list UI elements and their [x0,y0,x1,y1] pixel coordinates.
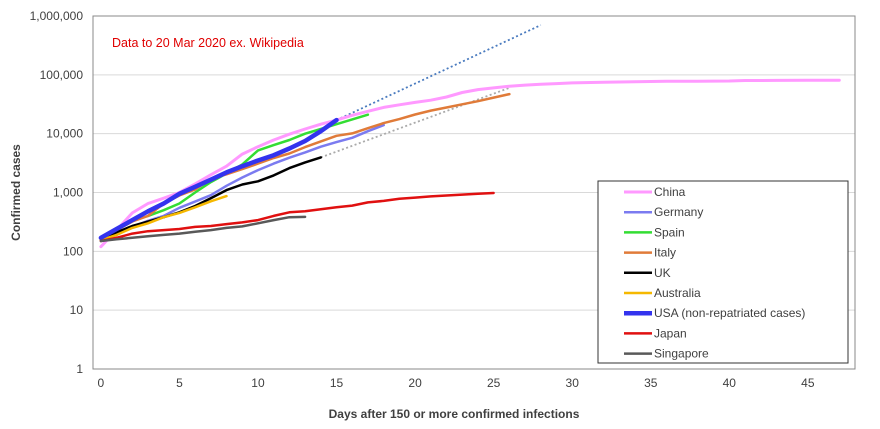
trend-line [336,24,542,121]
x-tick-label: 45 [801,376,815,390]
x-tick-label: 30 [566,376,580,390]
y-tick-label: 10,000 [46,127,83,141]
x-tick-label: 15 [330,376,344,390]
series-line [98,117,339,241]
x-tick-label: 40 [723,376,737,390]
series-line [146,113,370,218]
y-tick-label: 10 [70,303,84,317]
legend-label: China [654,185,686,199]
y-axis-title: Confirmed cases [9,144,23,241]
legend-label: Japan [654,326,687,340]
y-axis-ticks: 1 10 100 1,000 10,000 100,000 1,000,000 [30,9,84,376]
series-line [99,191,495,243]
trend-lines [320,24,542,159]
series-line [99,194,228,242]
legend-label: Australia [654,286,701,300]
x-tick-label: 25 [487,376,501,390]
series-line [99,215,307,243]
plot-area [92,15,856,370]
y-tick-label: 1,000 [53,186,83,200]
y-tick-label: 1 [76,362,83,376]
legend-label: USA (non-repatriated cases) [654,306,805,320]
x-tick-label: 5 [176,376,183,390]
legend: China Germany Spain Italy UK Australia USA (no… [597,180,849,364]
trend-line [320,87,510,159]
x-axis-ticks: 0 5 10 15 20 25 30 35 40 45 [98,376,815,390]
series-lines [98,78,841,249]
chart-annotation: Data to 20 Mar 2020 ex. Wikipedia [112,36,304,50]
legend-label: Singapore [654,347,709,361]
legend-label: Spain [654,225,685,239]
series-line [99,78,841,249]
x-tick-label: 20 [408,376,422,390]
y-tick-label: 100,000 [40,68,84,82]
x-axis-title: Days after 150 or more confirmed infecti… [329,407,580,421]
legend-label: Italy [654,246,676,260]
x-tick-label: 0 [98,376,105,390]
x-tick-label: 35 [644,376,658,390]
y-tick-label: 100 [63,244,83,258]
series-line [99,156,323,241]
y-tick-label: 1,000,000 [30,9,84,23]
legend-label: Germany [654,205,703,219]
legend-label: UK [654,266,671,280]
x-tick-label: 10 [251,376,265,390]
